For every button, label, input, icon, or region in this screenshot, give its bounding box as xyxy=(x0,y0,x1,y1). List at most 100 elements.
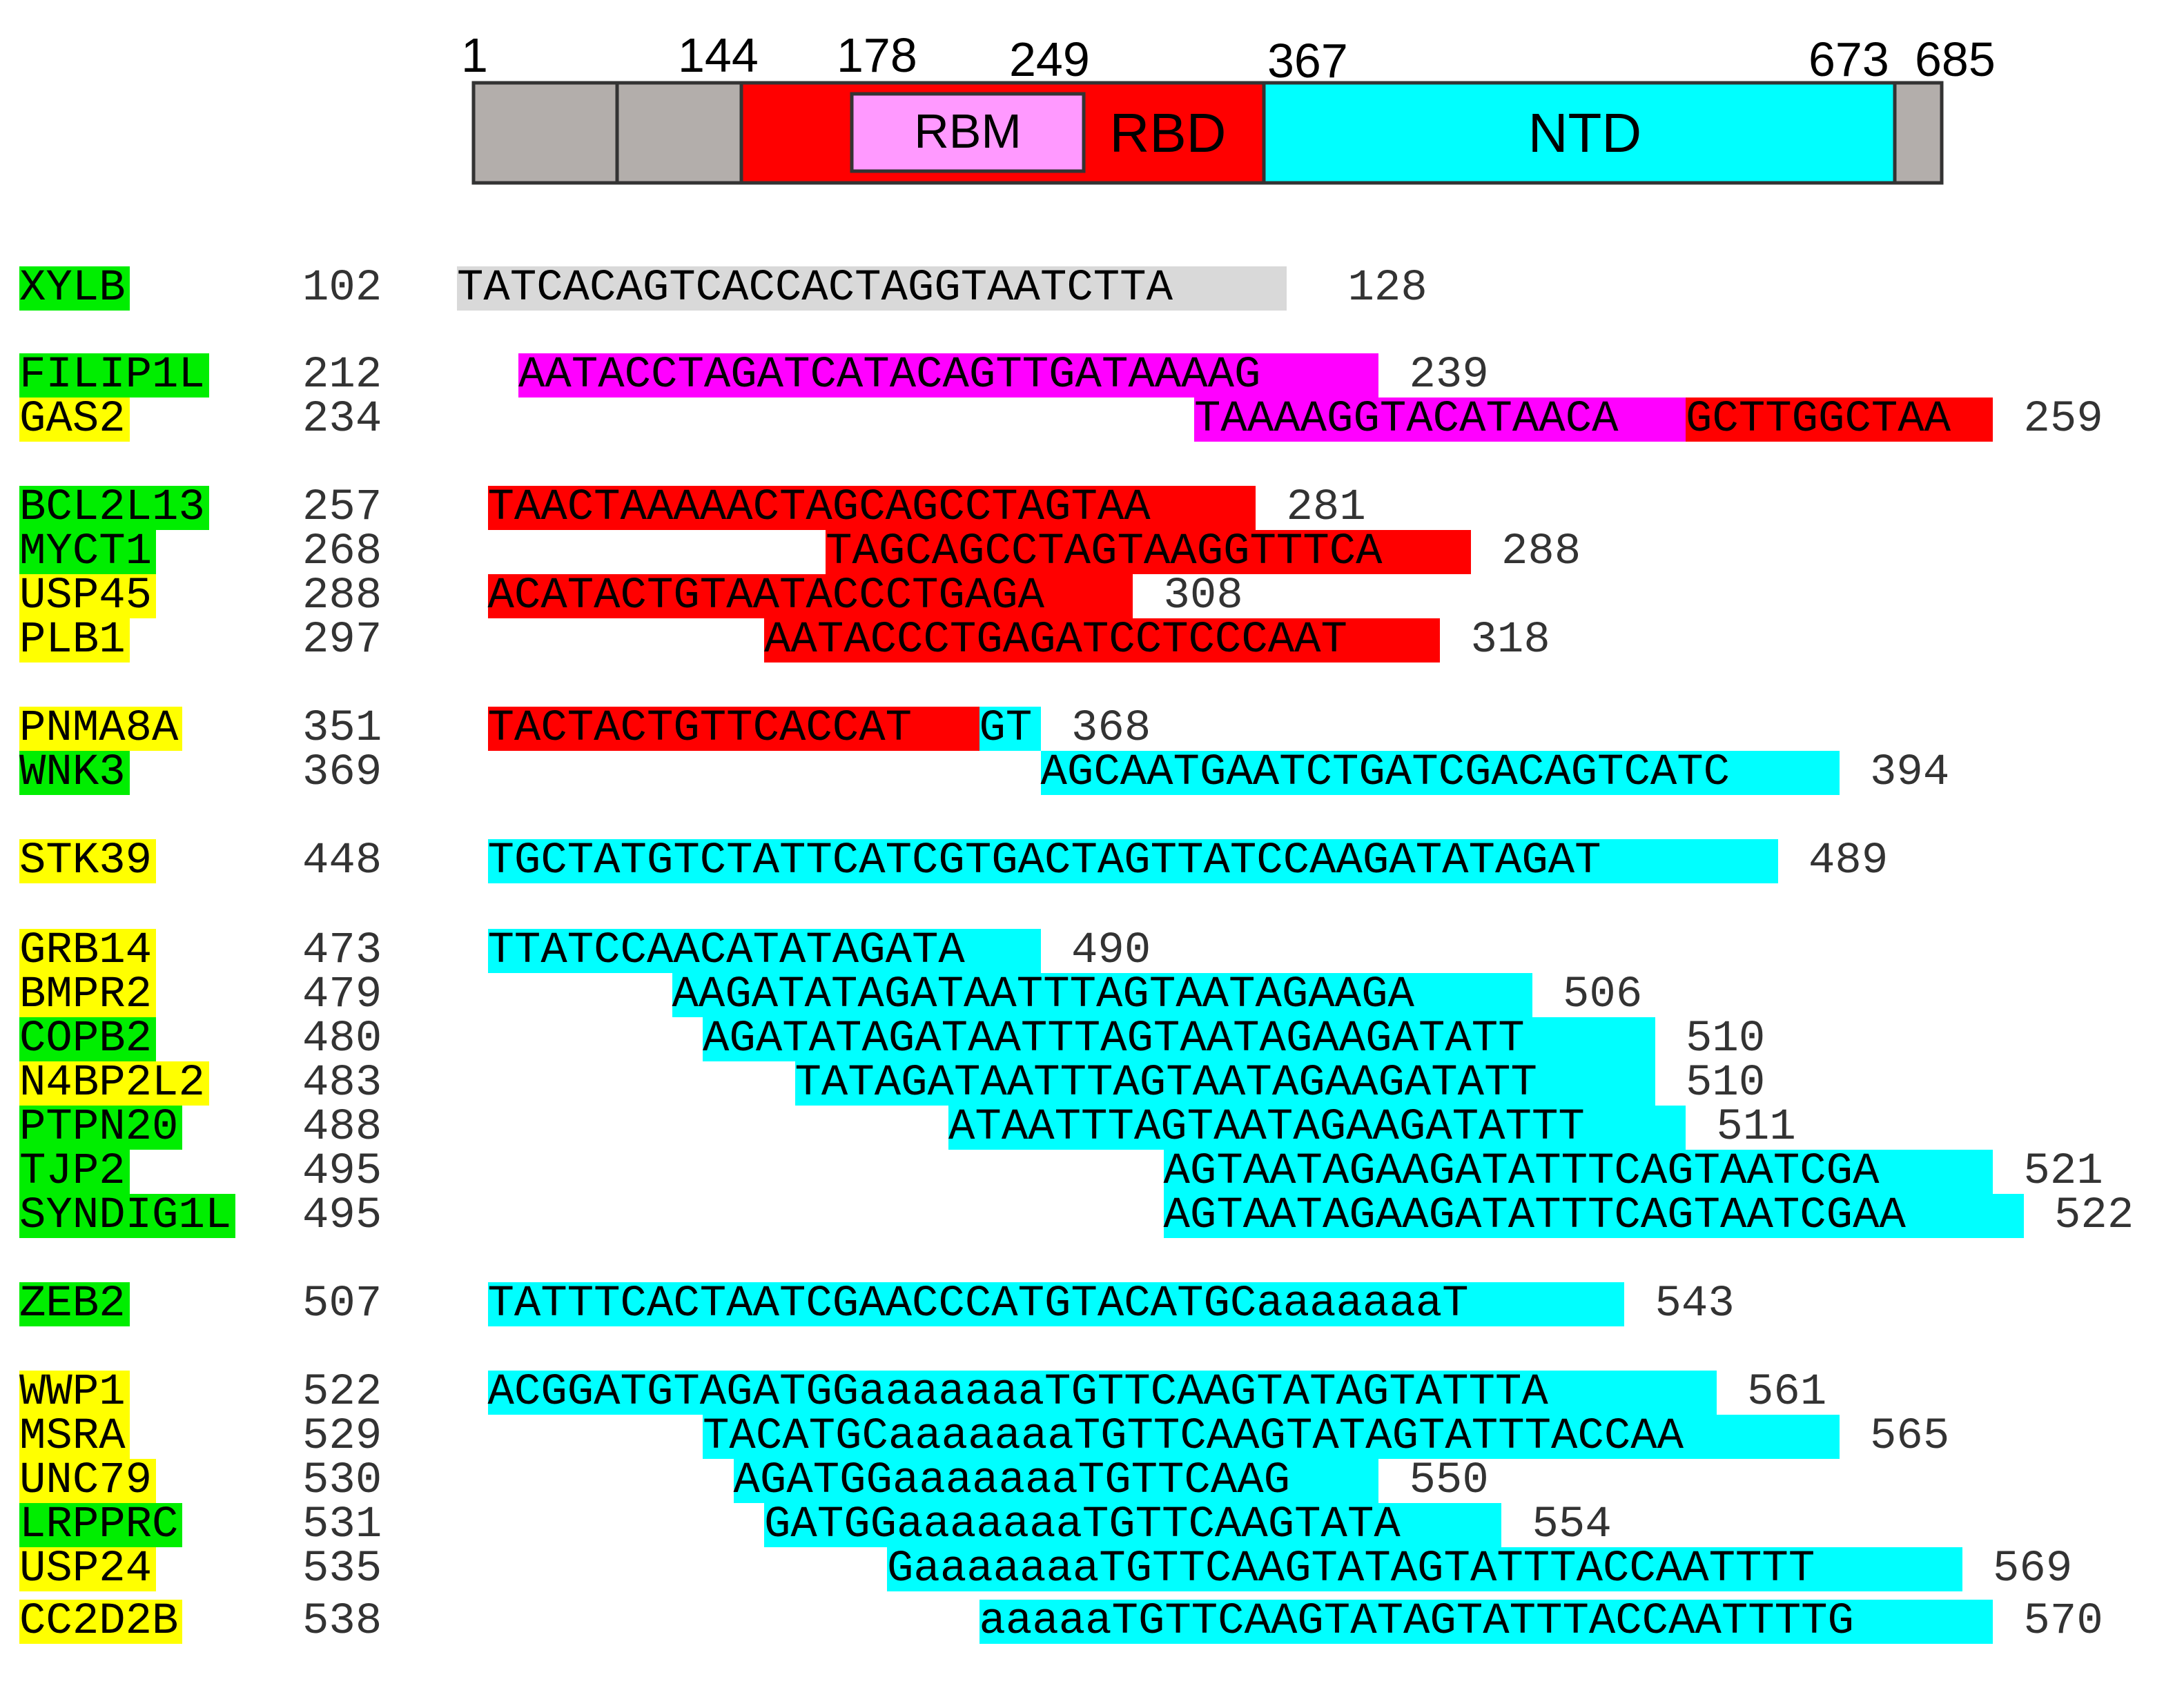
start-position: 483 xyxy=(302,1059,382,1108)
end-position: 511 xyxy=(1716,1103,1796,1152)
sequence: TACTACTGTTCACCAT GT xyxy=(487,707,1041,751)
gene-label: BMPR2 xyxy=(19,973,157,1017)
domain-segments xyxy=(471,81,1944,185)
position-label: 1 xyxy=(461,28,488,82)
start-position: 535 xyxy=(302,1544,382,1594)
domain-architecture-bar: RBM RBD NTD 1 144 178 249 367 673 685 xyxy=(461,28,1996,185)
gene-label: GRB14 xyxy=(19,929,157,973)
sequence: ACATACTGTAATACCCTGAGA xyxy=(487,574,1133,618)
gene-label: COPB2 xyxy=(19,1017,157,1061)
sequence-segment: TATCACAGTCACCACTAGGTAATCTTA xyxy=(457,266,1287,311)
sequence: AATACCTAGATCATACAGTTGATAAAAG xyxy=(518,353,1378,398)
gene-label: PNMA8A xyxy=(19,707,183,751)
start-position: 531 xyxy=(302,1500,382,1550)
sequence-segment: ACGGATGTAGATGGaaaaaaaTGTTCAAGTATAGTATTTA xyxy=(487,1371,1717,1415)
sequence: ACGGATGTAGATGGaaaaaaaTGTTCAAGTATAGTATTTA xyxy=(487,1371,1717,1415)
domain-labels: RBM RBD NTD xyxy=(914,102,1641,164)
sequence: TATCACAGTCACCACTAGGTAATCTTA xyxy=(457,266,1287,311)
start-position: 473 xyxy=(302,926,382,976)
sequence-segment: TAAAAGGTACATAACA xyxy=(1194,398,1686,442)
gene-label: XYLB xyxy=(19,266,130,311)
end-position: 128 xyxy=(1347,264,1427,313)
sequence: GATGGaaaaaaaTGTTCAAGTATA xyxy=(764,1503,1501,1547)
sequence: TATTTCACTAATCGAACCCATGTACATGCaaaaaaaT xyxy=(487,1282,1624,1326)
gene-label: CC2D2B xyxy=(19,1600,183,1644)
end-position: 368 xyxy=(1071,704,1151,754)
end-position: 569 xyxy=(1993,1544,2073,1594)
sequence: AGATATAGATAATTTAGTAATAGAAGATATT xyxy=(703,1017,1655,1061)
start-position: 351 xyxy=(302,704,382,754)
sequence-segment: ATAATTTAGTAATAGAAGATATTT xyxy=(948,1106,1686,1150)
sequence: TATAGATAATTTAGTAATAGAAGATATT xyxy=(794,1061,1655,1106)
alignment-row: UNC79 530 AGATGGaaaaaaaTGTTCAAG 550 xyxy=(0,1459,2184,1503)
sequence-segment: AGATATAGATAATTTAGTAATAGAAGATATT xyxy=(703,1017,1655,1061)
alignment-row: FILIP1L 212 AATACCTAGATCATACAGTTGATAAAAG 23… xyxy=(0,353,2184,398)
start-position: 495 xyxy=(302,1191,382,1241)
sequence: AAGATATAGATAATTTAGTAATAGAAGA xyxy=(672,973,1532,1017)
end-position: 570 xyxy=(2023,1597,2103,1647)
position-label: 144 xyxy=(678,28,759,82)
sequence-segment: AGCAATGAATCTGATCGACAGTCATC xyxy=(1040,751,1840,795)
end-position: 506 xyxy=(1563,970,1643,1020)
start-position: 522 xyxy=(302,1368,382,1417)
sequence-segment: TAGCAGCCTAGTAAGGTTTCA xyxy=(826,530,1471,574)
start-position: 538 xyxy=(302,1597,382,1647)
end-position: 259 xyxy=(2023,395,2103,444)
sequence-segment: GCTTGGCTAA xyxy=(1686,398,1993,442)
start-position: 529 xyxy=(302,1412,382,1462)
start-position: 448 xyxy=(302,836,382,886)
start-position: 297 xyxy=(302,616,382,665)
alignment-row: SYNDIG1L 495 AGTAATAGAAGATATTTCAGTAATCGAA 5… xyxy=(0,1194,2184,1238)
alignment-row: CC2D2B 538 aaaaaTGTTCAAGTATAGTATTTACCAATTT… xyxy=(0,1600,2184,1644)
sequence-segment: ACATACTGTAATACCCTGAGA xyxy=(487,574,1133,618)
start-position: 212 xyxy=(302,351,382,400)
sequence: AGTAATAGAAGATATTTCAGTAATCGAA xyxy=(1163,1194,2024,1238)
ntd-domain xyxy=(1262,81,1897,185)
end-position: 394 xyxy=(1870,748,1950,798)
ntd-label: NTD xyxy=(1528,102,1641,164)
sequence-segment: AATACCCTGAGATCCTCCCAAT xyxy=(764,618,1440,663)
sequence: GaaaaaaaTGTTCAAGTATAGTATTTACCAATTTT xyxy=(887,1547,1962,1591)
alignment-row: STK39 448 TGCTATGTCTATTCATCGTGACTAGTTATCCA… xyxy=(0,839,2184,883)
alignment-row: BMPR2 479 AAGATATAGATAATTTAGTAATAGAAGA 506 xyxy=(0,973,2184,1017)
alignment-row: PNMA8A 351 TACTACTGTTCACCAT GT 368 xyxy=(0,707,2184,751)
end-position: 308 xyxy=(1163,571,1243,621)
sequence: TACATGCaaaaaaaTGTTCAAGTATAGTATTTACCAA xyxy=(703,1415,1840,1459)
sequence-segment: AGATGGaaaaaaaTGTTCAAG xyxy=(733,1459,1378,1503)
start-position: 495 xyxy=(302,1147,382,1197)
gene-label: ZEB2 xyxy=(19,1282,130,1326)
alignment-row: COPB2 480 AGATATAGATAATTTAGTAATAGAAGATATT 5… xyxy=(0,1017,2184,1061)
gene-label: MYCT1 xyxy=(19,530,157,574)
sequence-segment: AGTAATAGAAGATATTTCAGTAATCGA xyxy=(1163,1150,1993,1194)
alignment-row: USP24 535 GaaaaaaaTGTTCAAGTATAGTATTTACCAAT… xyxy=(0,1547,2184,1591)
sequence-segment: TGCTATGTCTATTCATCGTGACTAGTTATCCAAGATATAG… xyxy=(487,839,1778,883)
start-position: 530 xyxy=(302,1456,382,1506)
rbm-label: RBM xyxy=(914,104,1022,158)
end-position: 521 xyxy=(2023,1147,2103,1197)
alignment-row: XYLB 102 TATCACAGTCACCACTAGGTAATCTTA 128 xyxy=(0,266,2184,311)
start-position: 102 xyxy=(302,264,382,313)
position-labels: 1 144 178 249 367 673 685 xyxy=(461,28,1996,88)
alignment-row: GRB14 473 TTATCCAACATATAGATA 490 xyxy=(0,929,2184,973)
gene-label: STK39 xyxy=(19,839,157,883)
end-position: 510 xyxy=(1686,1014,1766,1064)
alignment-row: BCL2L13 257 TAACTAAAAACTAGCAGCCTAGTAA 281 xyxy=(0,486,2184,530)
start-position: 234 xyxy=(302,395,382,444)
gene-label: WWP1 xyxy=(19,1371,130,1415)
start-position: 479 xyxy=(302,970,382,1020)
position-label: 685 xyxy=(1915,32,1996,86)
sequence: TTATCCAACATATAGATA xyxy=(487,929,1041,973)
sequence-segment: aaaaaTGTTCAAGTATAGTATTTACCAATTTTG xyxy=(979,1600,1993,1644)
sequence: TAACTAAAAACTAGCAGCCTAGTAA xyxy=(487,486,1256,530)
gene-label: GAS2 xyxy=(19,398,130,442)
gene-label: WNK3 xyxy=(19,751,130,795)
end-position: 554 xyxy=(1532,1500,1612,1550)
gene-label: BCL2L13 xyxy=(19,486,209,530)
sequence-segment: TTATCCAACATATAGATA xyxy=(487,929,1041,973)
sequence-segment: GaaaaaaaTGTTCAAGTATAGTATTTACCAATTTT xyxy=(887,1547,1962,1591)
position-label: 367 xyxy=(1267,34,1348,88)
sequence: TAAAAGGTACATAACA GCTTGGCTAA xyxy=(1194,398,1993,442)
position-label: 178 xyxy=(837,28,917,82)
alignment-row: MYCT1 268 TAGCAGCCTAGTAAGGTTTCA 288 xyxy=(0,530,2184,574)
sequence-segment: GATGGaaaaaaaTGTTCAAGTATA xyxy=(764,1503,1501,1547)
